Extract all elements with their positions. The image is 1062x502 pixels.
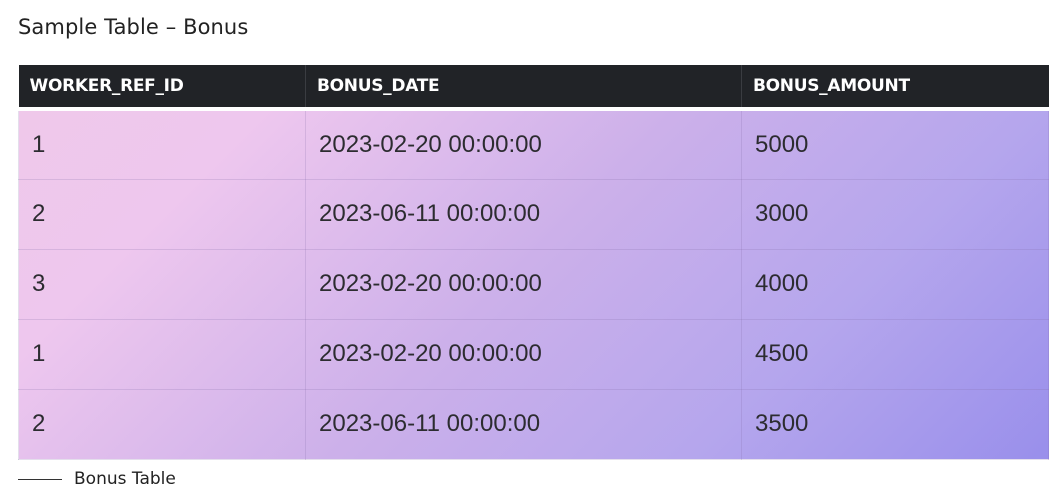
bonus-table-container: WORKER_REF_ID BONUS_DATE BONUS_AMOUNT 1 … [18, 65, 1049, 462]
cell-worker-ref-id: 3 [18, 248, 306, 320]
column-header-worker-ref-id: WORKER_REF_ID [18, 65, 306, 109]
cell-bonus-date: 2023-06-11 00:00:00 [305, 388, 742, 460]
cell-bonus-amount: 4500 [741, 318, 1049, 390]
table-row: 3 2023-02-20 00:00:00 4000 [18, 248, 1049, 320]
cell-worker-ref-id: 2 [18, 178, 306, 250]
column-header-bonus-date: BONUS_DATE [305, 65, 742, 109]
cell-worker-ref-id: 2 [18, 388, 306, 460]
cell-bonus-amount: 3500 [741, 388, 1049, 460]
column-header-bonus-amount: BONUS_AMOUNT [741, 65, 1049, 109]
cell-bonus-amount: 4000 [741, 248, 1049, 320]
table-row: 2 2023-06-11 00:00:00 3500 [18, 388, 1049, 460]
page-title: Sample Table – Bonus [18, 15, 249, 39]
cell-bonus-amount: 5000 [741, 107, 1049, 180]
cell-worker-ref-id: 1 [18, 318, 306, 390]
table-header: WORKER_REF_ID BONUS_DATE BONUS_AMOUNT [18, 65, 1049, 109]
cell-worker-ref-id: 1 [18, 107, 306, 180]
table-caption: Bonus Table [18, 466, 176, 492]
cell-bonus-amount: 3000 [741, 178, 1049, 250]
cell-bonus-date: 2023-02-20 00:00:00 [305, 318, 742, 390]
table-row: 2 2023-06-11 00:00:00 3000 [18, 178, 1049, 250]
cell-bonus-date: 2023-06-11 00:00:00 [305, 178, 742, 250]
cell-bonus-date: 2023-02-20 00:00:00 [305, 248, 742, 320]
caption-rule [18, 478, 62, 480]
table-header-row: WORKER_REF_ID BONUS_DATE BONUS_AMOUNT [18, 65, 1049, 109]
table-body: 1 2023-02-20 00:00:00 5000 2 2023-06-11 … [18, 107, 1049, 460]
bonus-table: WORKER_REF_ID BONUS_DATE BONUS_AMOUNT 1 … [18, 65, 1049, 460]
table-row: 1 2023-02-20 00:00:00 5000 [18, 107, 1049, 180]
cell-bonus-date: 2023-02-20 00:00:00 [305, 107, 742, 180]
caption-text: Bonus Table [74, 469, 176, 489]
table-row: 1 2023-02-20 00:00:00 4500 [18, 318, 1049, 390]
